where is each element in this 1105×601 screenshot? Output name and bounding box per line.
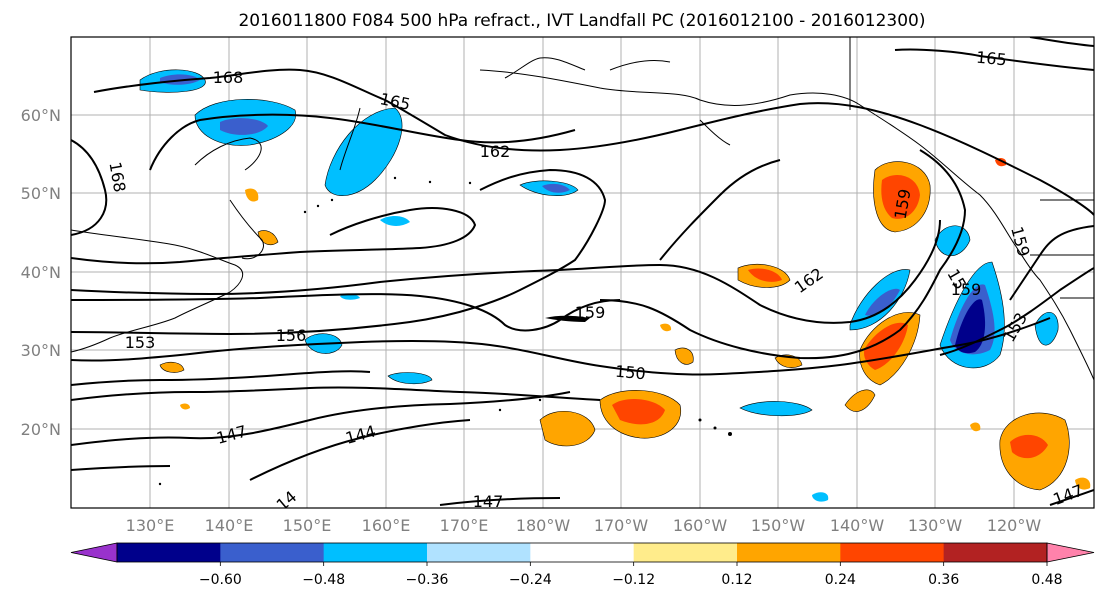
colorbar-tick-label: 0.24 bbox=[825, 572, 856, 588]
lon-label: 180°W bbox=[516, 516, 571, 535]
colorbar-extend-high bbox=[1046, 542, 1095, 563]
lat-label: 40°N bbox=[21, 263, 61, 282]
lon-label: 130°W bbox=[908, 516, 963, 535]
lat-label: 20°N bbox=[21, 420, 61, 439]
positive-anomaly-patches bbox=[159, 157, 1091, 491]
lat-label: 30°N bbox=[21, 341, 61, 360]
contour-label: 159 bbox=[575, 303, 606, 322]
lon-label: 170°W bbox=[594, 516, 649, 535]
contour-label: 156 bbox=[276, 326, 307, 345]
contour-label: 147 bbox=[473, 492, 504, 511]
map-frame bbox=[70, 36, 1095, 509]
colorbar-swatch bbox=[323, 543, 428, 562]
colorbar-swatch bbox=[737, 543, 841, 562]
figure-title: 2016011800 F084 500 hPa refract., IVT La… bbox=[238, 11, 925, 31]
colorbar-tick-label: −0.36 bbox=[406, 572, 449, 588]
colorbar-swatch bbox=[840, 543, 945, 562]
contour-label: 168 bbox=[213, 68, 244, 87]
islands bbox=[158, 176, 732, 486]
lon-label: 120°W bbox=[987, 516, 1042, 535]
lon-label: 160°E bbox=[362, 516, 411, 535]
colorbar-swatch bbox=[633, 543, 738, 562]
colorbar: −0.60 −0.48 −0.36 −0.24 −0.12 0.12 0.24 0.36 0.4… bbox=[70, 542, 1095, 588]
lon-label: 140°W bbox=[830, 516, 885, 535]
colorbar-tick-label: 0.12 bbox=[721, 572, 752, 588]
refractivity-contours bbox=[71, 37, 1094, 506]
lon-label: 160°W bbox=[673, 516, 728, 535]
colorbar-tick-label: −0.48 bbox=[302, 572, 345, 588]
lon-label: 170°E bbox=[440, 516, 489, 535]
lon-label: 150°E bbox=[283, 516, 332, 535]
contour-label: 162 bbox=[480, 142, 511, 161]
contour-label: 153 bbox=[125, 333, 156, 352]
colorbar-tick-label: 0.48 bbox=[1031, 572, 1062, 588]
colorbar-swatch bbox=[943, 543, 1048, 562]
lat-label: 50°N bbox=[21, 184, 61, 203]
lon-label: 130°E bbox=[126, 516, 175, 535]
colorbar-swatch bbox=[117, 543, 221, 562]
contour-label: 159 bbox=[951, 280, 982, 299]
contour-label: 165 bbox=[975, 48, 1007, 70]
coastlines bbox=[71, 37, 1094, 381]
colorbar-tick-label: −0.12 bbox=[612, 572, 655, 588]
colorbar-tick-label: −0.24 bbox=[509, 572, 552, 588]
colorbar-extend-low bbox=[70, 542, 118, 563]
latitude-labels: 60°N 50°N 40°N 30°N 20°N bbox=[21, 106, 61, 439]
colorbar-swatch bbox=[427, 543, 531, 562]
contour-label: 150 bbox=[614, 362, 646, 384]
lon-label: 140°E bbox=[205, 516, 254, 535]
lat-label: 60°N bbox=[21, 106, 61, 125]
colorbar-tick-label: 0.36 bbox=[928, 572, 959, 588]
map-area: 168 165 165 162 168 162 159 159 159 159 … bbox=[71, 37, 1094, 511]
colorbar-swatch bbox=[220, 543, 325, 562]
colorbar-tick-label: −0.60 bbox=[199, 572, 242, 588]
colorbar-swatch bbox=[530, 543, 635, 562]
lon-label: 150°W bbox=[751, 516, 806, 535]
longitude-labels: 130°E 140°E 150°E 160°E 170°E 180°W 170°W 160°W… bbox=[126, 516, 1042, 535]
